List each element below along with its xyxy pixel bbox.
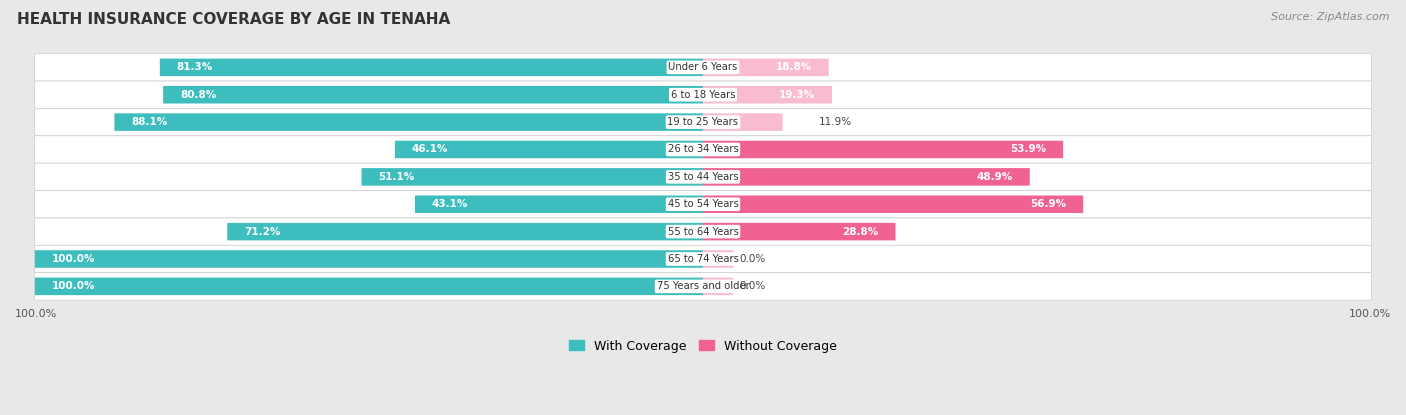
- FancyBboxPatch shape: [703, 168, 1029, 186]
- Text: 55 to 64 Years: 55 to 64 Years: [668, 227, 738, 237]
- FancyBboxPatch shape: [35, 218, 1371, 245]
- FancyBboxPatch shape: [35, 108, 1371, 136]
- Text: 88.1%: 88.1%: [131, 117, 167, 127]
- FancyBboxPatch shape: [160, 59, 703, 76]
- Text: 100.0%: 100.0%: [15, 309, 58, 319]
- Text: 35 to 44 Years: 35 to 44 Years: [668, 172, 738, 182]
- FancyBboxPatch shape: [35, 245, 1371, 273]
- Text: 71.2%: 71.2%: [245, 227, 280, 237]
- Text: 28.8%: 28.8%: [842, 227, 879, 237]
- FancyBboxPatch shape: [114, 113, 703, 131]
- FancyBboxPatch shape: [228, 223, 703, 240]
- Text: 11.9%: 11.9%: [820, 117, 852, 127]
- FancyBboxPatch shape: [703, 86, 832, 103]
- FancyBboxPatch shape: [35, 81, 1371, 108]
- Text: 19 to 25 Years: 19 to 25 Years: [668, 117, 738, 127]
- FancyBboxPatch shape: [703, 113, 783, 131]
- Text: Source: ZipAtlas.com: Source: ZipAtlas.com: [1271, 12, 1389, 22]
- FancyBboxPatch shape: [35, 250, 703, 268]
- FancyBboxPatch shape: [703, 250, 733, 268]
- Text: 0.0%: 0.0%: [740, 281, 766, 291]
- FancyBboxPatch shape: [35, 163, 1371, 190]
- Text: 100.0%: 100.0%: [52, 281, 96, 291]
- Text: 46.1%: 46.1%: [412, 144, 449, 154]
- FancyBboxPatch shape: [703, 59, 828, 76]
- Text: 19.3%: 19.3%: [779, 90, 815, 100]
- FancyBboxPatch shape: [703, 223, 896, 240]
- FancyBboxPatch shape: [703, 141, 1063, 158]
- Text: 56.9%: 56.9%: [1031, 199, 1066, 209]
- Text: Under 6 Years: Under 6 Years: [668, 62, 738, 72]
- FancyBboxPatch shape: [35, 54, 1371, 81]
- Text: 18.8%: 18.8%: [776, 62, 811, 72]
- FancyBboxPatch shape: [703, 278, 733, 295]
- Text: HEALTH INSURANCE COVERAGE BY AGE IN TENAHA: HEALTH INSURANCE COVERAGE BY AGE IN TENA…: [17, 12, 450, 27]
- FancyBboxPatch shape: [361, 168, 703, 186]
- Text: 100.0%: 100.0%: [52, 254, 96, 264]
- Legend: With Coverage, Without Coverage: With Coverage, Without Coverage: [564, 334, 842, 358]
- FancyBboxPatch shape: [35, 190, 1371, 218]
- Text: 51.1%: 51.1%: [378, 172, 415, 182]
- FancyBboxPatch shape: [35, 273, 1371, 300]
- Text: 26 to 34 Years: 26 to 34 Years: [668, 144, 738, 154]
- Text: 75 Years and older: 75 Years and older: [657, 281, 749, 291]
- Text: 43.1%: 43.1%: [432, 199, 468, 209]
- Text: 81.3%: 81.3%: [177, 62, 212, 72]
- FancyBboxPatch shape: [163, 86, 703, 103]
- Text: 45 to 54 Years: 45 to 54 Years: [668, 199, 738, 209]
- Text: 48.9%: 48.9%: [977, 172, 1012, 182]
- Text: 6 to 18 Years: 6 to 18 Years: [671, 90, 735, 100]
- Text: 65 to 74 Years: 65 to 74 Years: [668, 254, 738, 264]
- Text: 53.9%: 53.9%: [1010, 144, 1046, 154]
- FancyBboxPatch shape: [703, 195, 1083, 213]
- FancyBboxPatch shape: [395, 141, 703, 158]
- FancyBboxPatch shape: [35, 278, 703, 295]
- FancyBboxPatch shape: [415, 195, 703, 213]
- Text: 100.0%: 100.0%: [1348, 309, 1391, 319]
- Text: 80.8%: 80.8%: [180, 90, 217, 100]
- Text: 0.0%: 0.0%: [740, 254, 766, 264]
- FancyBboxPatch shape: [35, 136, 1371, 163]
